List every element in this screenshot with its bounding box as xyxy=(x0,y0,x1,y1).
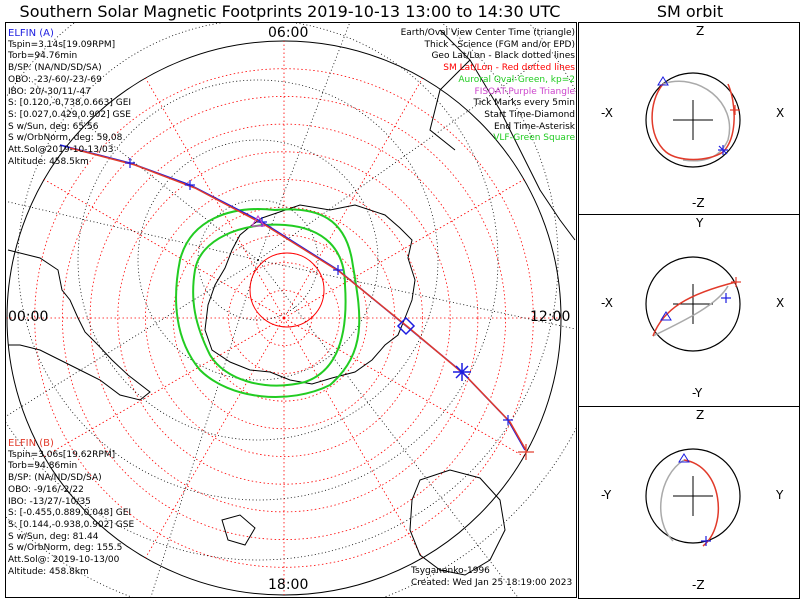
mlt-label-bottom: 18:00 xyxy=(268,577,309,593)
south-america-coastline xyxy=(7,249,151,401)
elfin-b-line: IBO: -13/27/-10/35 xyxy=(8,496,91,507)
auroral-oval-inner xyxy=(192,223,347,387)
panel3-right-label: Y xyxy=(776,488,784,502)
elfin-a-line: S: [0.120,-0.738,0.663] GEI xyxy=(8,98,132,109)
elfin-a-line: S: [0.027,0.429,0.902] GSE xyxy=(8,109,131,120)
elfin-b-track xyxy=(69,147,528,453)
start-diamond xyxy=(396,316,416,336)
sm-pole-circle xyxy=(249,252,325,328)
elfin-a-line: B/SP: (NA/ND/SD/SA) xyxy=(8,63,102,74)
plot-title: Southern Solar Magnetic Footprints 2019-… xyxy=(19,2,561,21)
elfin-b-line: B/SP: (NA/ND/SD/SA) xyxy=(8,473,102,484)
elfin-a-header: ELFIN (A) xyxy=(8,28,54,39)
elfin-a-line: Altitude: 458.5km xyxy=(8,156,89,167)
legend-item: VLF-Green Square xyxy=(493,133,575,144)
model-name: Tsyganenko-1996 xyxy=(411,566,490,576)
legend-item: FISOAT-Purple Triangle xyxy=(474,86,575,97)
mlt-label-top: 06:00 xyxy=(268,25,309,41)
sm-panel-yz xyxy=(645,448,741,547)
elfin-b-line: Torb=94.86min xyxy=(8,461,78,472)
elfin-b-line: Att.Sol@: 2019-10-13/00 xyxy=(8,555,120,566)
mlt-label-left: 00:00 xyxy=(8,309,49,325)
elfin-b-line: S: [-0.455,0.889,0.048] GEI xyxy=(8,508,132,519)
elfin-a-track xyxy=(59,144,526,451)
legend-item: Geo Lat/Lon - Black dotted lines xyxy=(431,51,575,62)
elfin-a-line: S w/OrbNorm, deg: 59.08 xyxy=(8,133,123,144)
panel1-right-label: X xyxy=(776,106,785,120)
elfin-a-line: OBO: -23/-60/-23/-69 xyxy=(8,74,102,85)
geo-lat-rings xyxy=(6,23,576,597)
elfin-b-line: Altitude: 458.8km xyxy=(8,566,89,577)
panel3-top-label: Z xyxy=(696,408,705,422)
auroral-oval-outer xyxy=(175,208,361,398)
fisoat-triangle xyxy=(250,214,266,227)
antarctica-coastline xyxy=(204,204,416,385)
panel1-bottom-label: -Z xyxy=(692,196,705,210)
geo-lon-spokes xyxy=(6,23,576,597)
elfin-a-line: Tspin=3.14s[19.09RPM] xyxy=(8,39,116,50)
australia-coastline xyxy=(409,469,506,576)
elfin-a-line: Torb=94.76min xyxy=(8,51,78,62)
legend-item: Earth/Oval View Center Time (triangle) xyxy=(400,28,575,38)
panel1-left-label: -X xyxy=(601,106,613,120)
panel2-right-label: X xyxy=(776,296,785,310)
panel2-bottom-label: -Y xyxy=(692,386,703,400)
elfin-a-line: S w/Sun, deg: 65.56 xyxy=(8,121,99,132)
legend-item: Thick - Science (FGM and/or EPD) xyxy=(424,39,575,50)
elfin-b-info: ELFIN (B) Tspin=3.06s[19.62RPM] Torb=94.… xyxy=(8,438,134,578)
end-asterisk-a xyxy=(453,363,471,381)
elfin-b-line: Tspin=3.06s[19.62RPM] xyxy=(8,449,116,460)
created-timestamp: Created: Wed Jan 25 18:19:00 2023 xyxy=(411,578,573,588)
sm-orbit-title: SM orbit xyxy=(656,2,724,21)
legend-item: SM Lat/Lon - Red dotted lines xyxy=(443,63,575,74)
legend-item: Start Time-Diamond xyxy=(484,109,575,120)
panel2-left-label: -X xyxy=(601,296,613,310)
elfin-b-line: S: [0.144,-0.938,0.902] GSE xyxy=(8,519,135,530)
elfin-b-header: ELFIN (B) xyxy=(8,438,54,449)
legend-item: End Time-Asterisk xyxy=(493,121,575,132)
elfin-b-line: OBO: -9/16/-2/22 xyxy=(8,484,84,495)
legend: Earth/Oval View Center Time (triangle) T… xyxy=(401,28,575,145)
new-zealand-coastline xyxy=(221,514,256,546)
panel1-top-label: Z xyxy=(696,24,705,38)
panel3-left-label: -Y xyxy=(601,488,612,502)
panel2-top-label: Y xyxy=(696,216,704,230)
mlt-label-right: 12:00 xyxy=(530,309,571,325)
sm-panel-xy xyxy=(645,256,741,352)
africa-coastline xyxy=(429,29,576,241)
elfin-a-line: IBO: 20/-30/11/-47 xyxy=(8,86,91,97)
sm-panel-xz xyxy=(645,72,741,168)
end-asterisk-b xyxy=(518,444,534,460)
legend-item: Tick Marks every 5min xyxy=(473,98,575,109)
elfin-a-info: ELFIN (A) Tspin=3.14s[19.09RPM] Torb=94.… xyxy=(8,28,131,168)
map-frame xyxy=(5,22,577,598)
elfin-b-line: S w/Sun, deg: 81.44 xyxy=(8,531,99,542)
track-ticks xyxy=(125,158,513,425)
panel3-bottom-label: -Z xyxy=(692,578,705,592)
elfin-a-line: Att.Sol@2019-10-13/03 xyxy=(8,145,114,156)
legend-item: Auroral Oval-Green, kp=2 xyxy=(458,74,575,85)
elfin-b-line: S w/OrbNorm, deg: 155.5 xyxy=(8,543,123,554)
